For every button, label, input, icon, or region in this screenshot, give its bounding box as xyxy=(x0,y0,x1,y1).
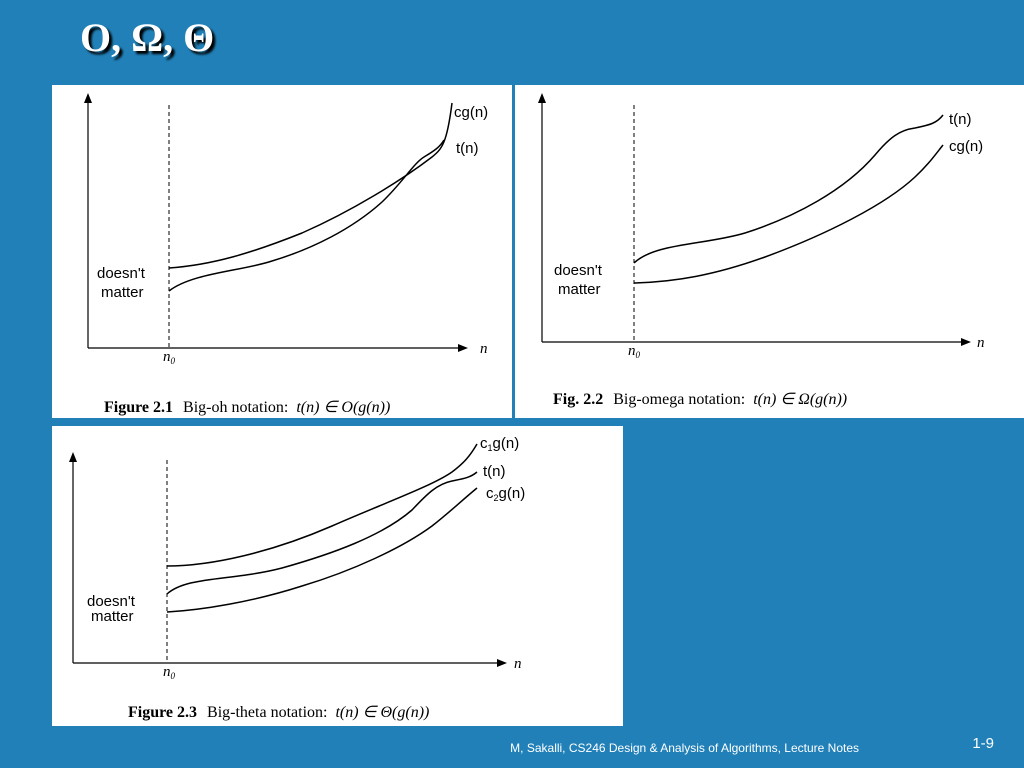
x-axis-arrow xyxy=(961,338,971,346)
curve-label-t-n: t(n) xyxy=(456,140,479,157)
footer-text: M, Sakalli, CS246 Design & Analysis of A… xyxy=(510,741,859,755)
y-axis-arrow xyxy=(69,452,77,462)
big-oh-diagram: cg(n) t(n) doesn't matter n0 n xyxy=(84,93,488,366)
x-axis-label: n xyxy=(480,341,488,357)
region-label-line2: matter xyxy=(101,284,144,301)
threshold-label: n0 xyxy=(163,349,176,366)
curve-label-t-n: t(n) xyxy=(483,463,506,480)
caption-figure-2-1: Figure 2.1 Big-oh notation: t(n) ∈ O(g(n)) xyxy=(104,397,390,417)
curve-label-c1-g-n: c1g(n) xyxy=(480,435,519,453)
curve-label-cg-n: cg(n) xyxy=(454,104,488,121)
caption-text: Big-omega notation: xyxy=(613,391,746,408)
curve-label-cg-n: cg(n) xyxy=(949,138,983,155)
slide-title: O, Ω, Θ xyxy=(80,15,215,60)
curve-c2-g-n xyxy=(166,487,478,613)
x-axis-arrow xyxy=(458,344,468,352)
curve-label-t-n: t(n) xyxy=(949,111,972,128)
caption-math: t(n) ∈ O(g(n)) xyxy=(296,399,391,416)
curve-cg-n xyxy=(168,102,453,269)
region-label-line1: doesn't xyxy=(87,593,136,610)
curve-cg-n xyxy=(633,144,944,284)
caption-text: Big-oh notation: xyxy=(183,399,289,416)
caption-label: Figure 2.3 xyxy=(128,704,198,721)
caption-math: t(n) ∈ Θ(g(n)) xyxy=(335,704,430,721)
x-axis-label: n xyxy=(514,656,522,672)
x-axis-label: n xyxy=(977,335,985,351)
slide-number: 1-9 xyxy=(972,735,994,752)
curve-t-n xyxy=(633,114,944,264)
big-omega-diagram: t(n) cg(n) doesn't matter n0 n xyxy=(538,93,985,360)
caption-figure-2-3: Figure 2.3 Big-theta notation: t(n) ∈ Θ(g(… xyxy=(128,702,429,722)
figure-big-omega: t(n) cg(n) doesn't matter n0 n Fig. 2.2 B… xyxy=(515,85,1024,418)
curve-t-n xyxy=(168,139,445,292)
threshold-label: n0 xyxy=(628,343,641,360)
figure-big-theta: c1g(n) t(n) c2g(n) doesn't matter n0 n F… xyxy=(52,426,623,726)
region-label-line1: doesn't xyxy=(97,265,146,282)
caption-label: Fig. 2.2 xyxy=(553,391,604,408)
big-theta-diagram: c1g(n) t(n) c2g(n) doesn't matter n0 n xyxy=(69,435,525,681)
x-axis-arrow xyxy=(497,659,507,667)
region-label-line2: matter xyxy=(558,281,601,298)
curve-label-c2-g-n: c2g(n) xyxy=(486,485,525,503)
y-axis-arrow xyxy=(84,93,92,103)
figure-big-oh: cg(n) t(n) doesn't matter n0 n Figure 2.… xyxy=(52,85,512,418)
caption-text: Big-theta notation: xyxy=(207,704,328,721)
curve-c1-g-n xyxy=(166,443,478,567)
y-axis-arrow xyxy=(538,93,546,103)
caption-math: t(n) ∈ Ω(g(n)) xyxy=(753,391,848,408)
caption-figure-2-2: Fig. 2.2 Big-omega notation: t(n) ∈ Ω(g(n)… xyxy=(553,389,847,409)
threshold-label: n0 xyxy=(163,664,176,681)
caption-label: Figure 2.1 xyxy=(104,399,174,416)
region-label-line1: doesn't xyxy=(554,262,603,279)
region-label-line2: matter xyxy=(91,608,134,625)
curve-t-n xyxy=(166,471,478,595)
